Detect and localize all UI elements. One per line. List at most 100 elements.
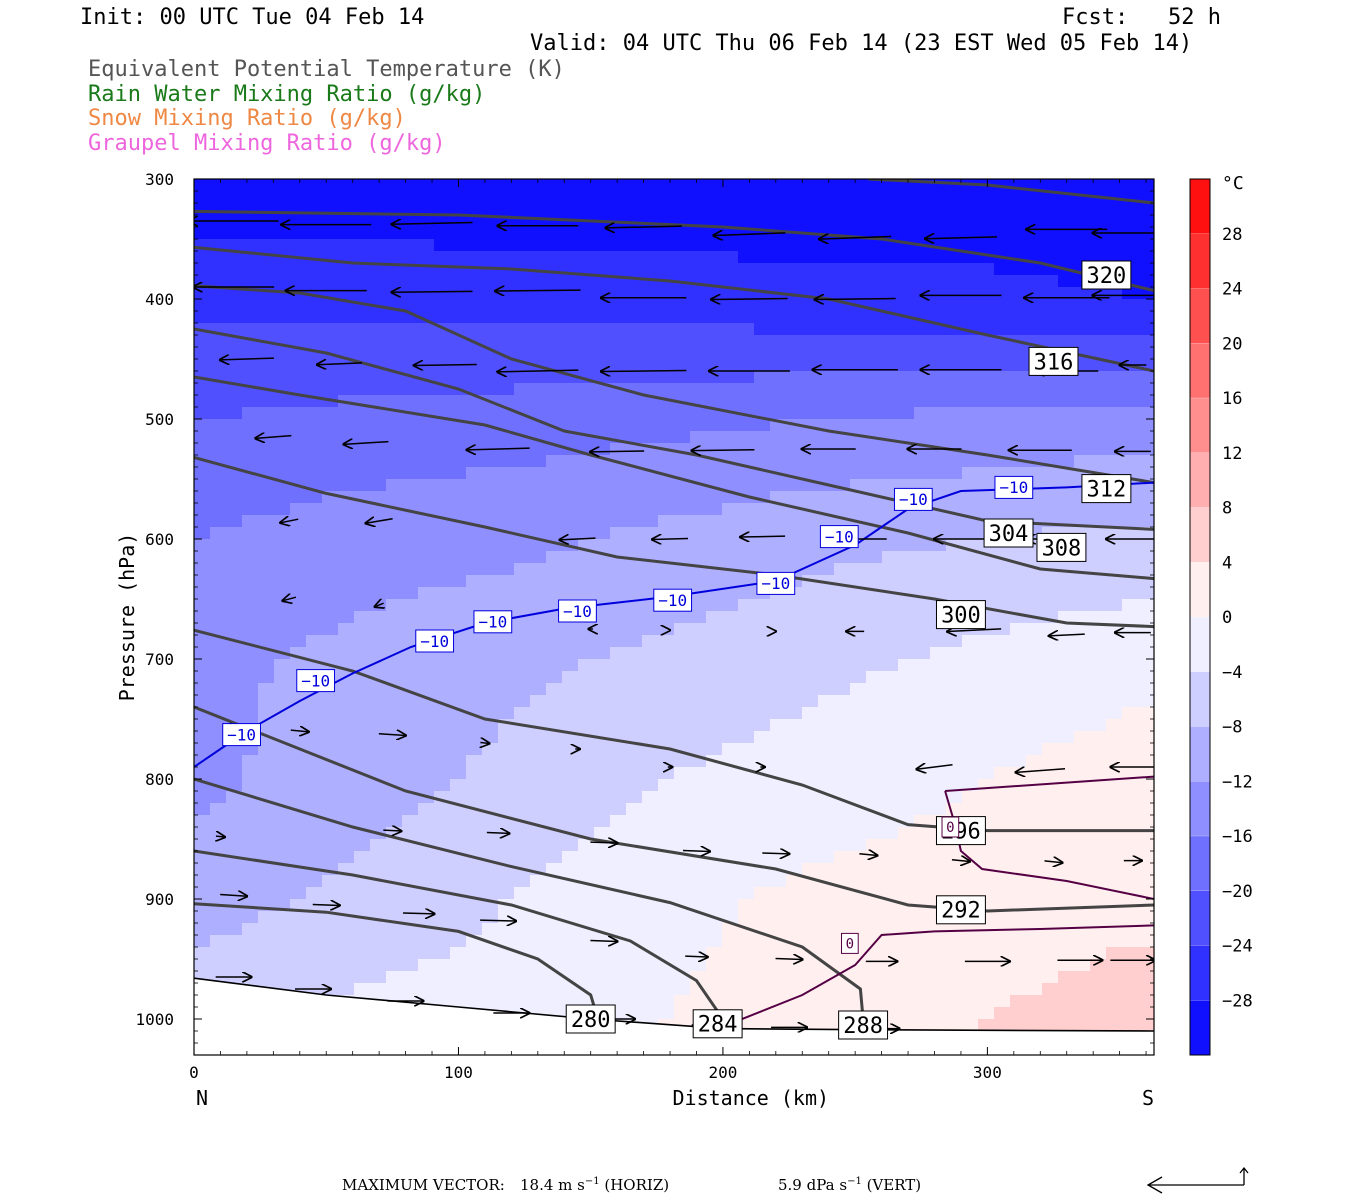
field-cell (386, 311, 403, 324)
field-cell (482, 311, 499, 324)
field-cell (450, 935, 467, 948)
field-cell (354, 335, 371, 348)
field-cell (802, 851, 819, 864)
field-cell (594, 443, 611, 456)
field-cell (770, 983, 787, 996)
field-cell (450, 263, 467, 276)
field-cell (690, 491, 707, 504)
field-cell (386, 335, 403, 348)
field-cell (866, 779, 883, 792)
field-cell (738, 395, 755, 408)
field-cell (914, 911, 931, 924)
field-cell (290, 335, 307, 348)
field-cell (914, 275, 931, 288)
field-cell (306, 371, 323, 384)
field-cell (306, 515, 323, 528)
field-cell (802, 611, 819, 624)
field-cell (562, 863, 579, 876)
field-cell (706, 971, 723, 984)
field-cell (706, 839, 723, 852)
field-cell (866, 563, 883, 576)
field-cell (466, 743, 483, 756)
field-cell (674, 875, 691, 888)
field-cell (530, 971, 547, 984)
field-cell (850, 455, 867, 468)
field-cell (418, 971, 435, 984)
field-cell (370, 491, 387, 504)
field-cell (610, 827, 627, 840)
field-cell (194, 875, 211, 888)
field-cell (290, 731, 307, 744)
field-cell (610, 299, 627, 312)
field-cell (642, 707, 659, 720)
field-cell (594, 683, 611, 696)
field-cell (962, 659, 979, 672)
field-cell (818, 275, 835, 288)
field-cell (402, 527, 419, 540)
field-cell (290, 431, 307, 444)
field-cell (626, 635, 643, 648)
field-cell (978, 707, 995, 720)
isotherm-0-label: 0 (841, 932, 859, 954)
field-cell (866, 275, 883, 288)
field-cell (530, 767, 547, 780)
field-cell (642, 983, 659, 996)
field-cell (642, 671, 659, 684)
field-cell (642, 383, 659, 396)
field-cell (546, 251, 563, 264)
field-cell (1138, 719, 1154, 732)
field-cell (754, 659, 771, 672)
field-cell (882, 611, 899, 624)
field-cell (722, 779, 739, 792)
field-cell (674, 515, 691, 528)
field-cell (674, 815, 691, 828)
wind-vector (605, 226, 682, 228)
field-cell (194, 803, 211, 816)
field-cell (578, 299, 595, 312)
field-cell (1122, 1007, 1139, 1020)
field-cell (802, 731, 819, 744)
field-cell (1042, 323, 1059, 336)
field-cell (530, 287, 547, 300)
field-cell (402, 671, 419, 684)
field-cell (1010, 203, 1027, 216)
field-cell (306, 875, 323, 888)
field-cell (722, 827, 739, 840)
field-cell (290, 791, 307, 804)
max-vector-label: MAXIMUM VECTOR: (342, 1176, 505, 1194)
field-cell (530, 383, 547, 396)
field-cell (290, 419, 307, 432)
field-cell (370, 527, 387, 540)
field-cell (466, 563, 483, 576)
field-cell (370, 575, 387, 588)
field-cell (882, 287, 899, 300)
field-cell (226, 275, 243, 288)
field-cell (658, 191, 675, 204)
field-cell (1106, 551, 1123, 564)
field-cell (370, 683, 387, 696)
x-tick-label: 0 (189, 1063, 199, 1082)
field-cell (994, 299, 1011, 312)
theta-e-label-300-text: 300 (941, 604, 981, 629)
field-cell (594, 419, 611, 432)
field-cell (642, 815, 659, 828)
field-cell (402, 203, 419, 216)
field-cell (370, 239, 387, 252)
field-cell (962, 467, 979, 480)
field-cell (850, 791, 867, 804)
field-cell (658, 815, 675, 828)
field-cell (706, 287, 723, 300)
field-cell (322, 527, 339, 540)
field-cell (674, 311, 691, 324)
field-cell (370, 287, 387, 300)
field-cell (386, 851, 403, 864)
field-cell (562, 767, 579, 780)
field-cell (434, 491, 451, 504)
field-cell (1122, 539, 1139, 552)
field-cell (626, 563, 643, 576)
field-cell (434, 827, 451, 840)
isotherm-label-text: −10 (899, 490, 928, 509)
field-cell (530, 347, 547, 360)
field-cell (274, 407, 291, 420)
field-cell (962, 527, 979, 540)
